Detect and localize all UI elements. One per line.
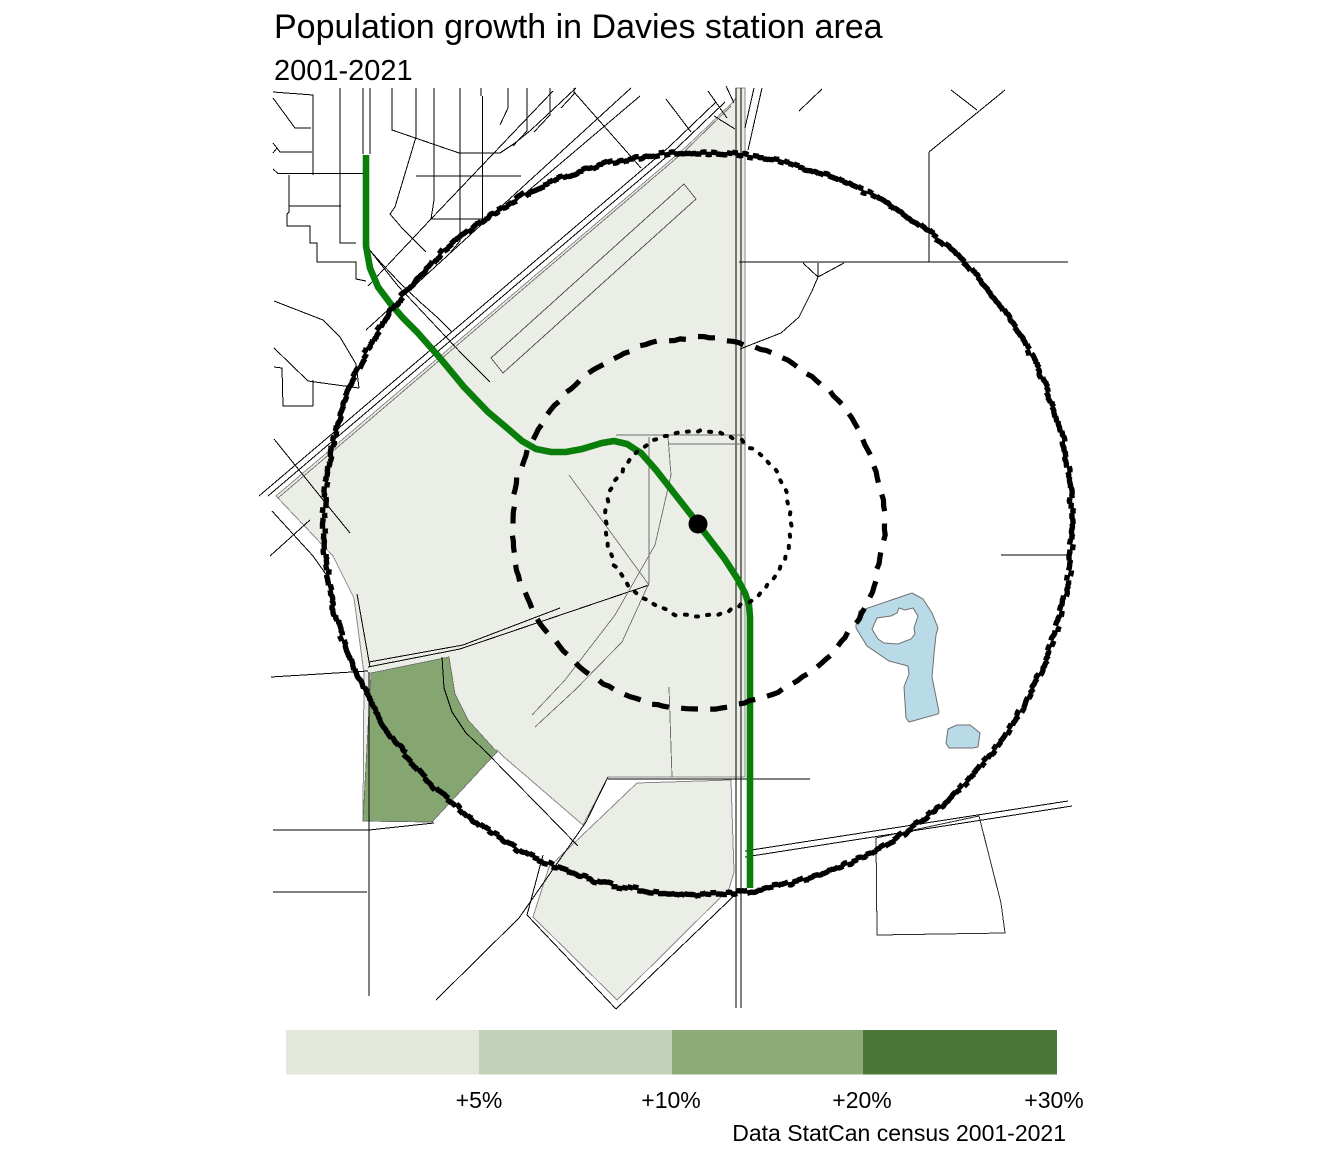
svg-text:Data StatCan census 2001-2021: Data StatCan census 2001-2021 <box>732 1120 1066 1146</box>
svg-text:+5%: +5% <box>456 1087 503 1113</box>
svg-text:2001-2021: 2001-2021 <box>274 55 413 87</box>
svg-text:+20%: +20% <box>832 1087 891 1113</box>
svg-text:Population growth in Davies st: Population growth in Davies station area <box>274 8 883 46</box>
svg-text:+30%: +30% <box>1024 1087 1083 1113</box>
svg-text:+10%: +10% <box>641 1087 700 1113</box>
